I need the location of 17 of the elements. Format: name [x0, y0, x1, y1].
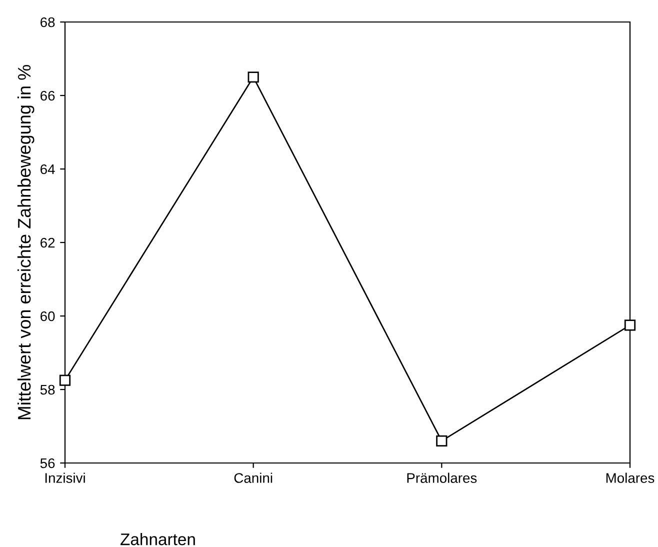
point	[624, 320, 636, 331]
y-tick-label: 68	[40, 17, 55, 28]
y-tick-label: 58	[40, 384, 55, 395]
x-tick-label: Inzisivi	[45, 472, 85, 483]
y-tick-label: 66	[40, 90, 55, 101]
y-tick-label: 56	[40, 458, 55, 468]
point	[59, 374, 71, 386]
x-tick-label: Prämolares	[407, 472, 477, 483]
point	[248, 72, 259, 83]
x-tick-label: Molares	[606, 472, 654, 483]
y-tick-label: 60	[40, 311, 55, 322]
y-tick-label: 62	[40, 238, 55, 248]
y-axis-title: Mittelwert von erreichte Zahnbewegung in %	[17, 64, 34, 420]
y-tick-label: 64	[40, 164, 55, 174]
point	[436, 435, 448, 447]
x-tick-label: Canini	[234, 472, 272, 483]
x-axis-title: Zahnarten	[120, 533, 195, 546]
